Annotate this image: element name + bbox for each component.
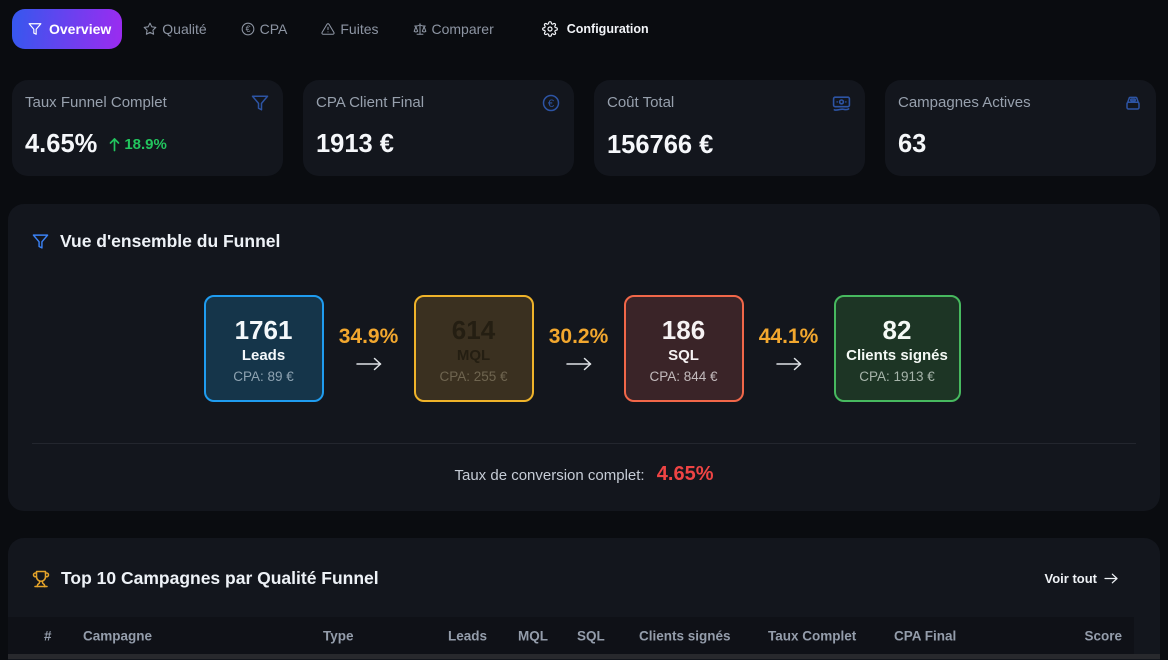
svg-text:€: € bbox=[548, 98, 555, 110]
svg-text:€: € bbox=[245, 24, 250, 34]
